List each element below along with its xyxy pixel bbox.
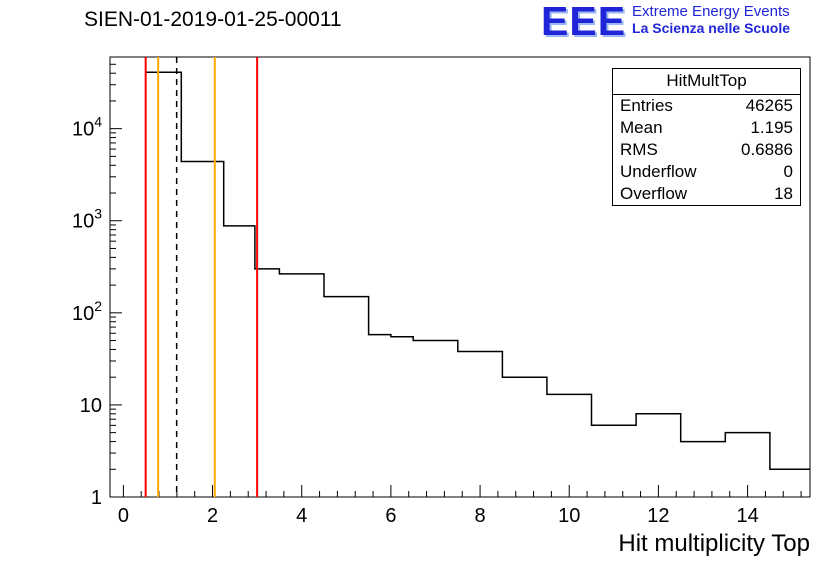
x-tick-label: 6 bbox=[385, 505, 396, 527]
y-tick-label: 103 bbox=[72, 206, 102, 233]
y-tick-label: 10 bbox=[80, 395, 102, 417]
stats-label: Overflow bbox=[620, 184, 688, 203]
x-axis-label: Hit multiplicity Top bbox=[618, 530, 810, 557]
eee-logo-text: Extreme Energy Events La Scienza nelle S… bbox=[632, 0, 790, 36]
x-tick-label: 2 bbox=[207, 505, 218, 527]
stats-label: Entries bbox=[620, 96, 673, 115]
x-tick-label: 4 bbox=[296, 505, 307, 527]
plot-title: SIEN-01-2019-01-25-00011 bbox=[84, 8, 342, 31]
x-tick-label: 0 bbox=[118, 505, 129, 527]
x-tick-label: 14 bbox=[736, 505, 758, 527]
histogram-step-line bbox=[144, 71, 810, 497]
stats-row-entries: Entries 46265 bbox=[613, 95, 800, 117]
y-tick-label: 1 bbox=[91, 487, 102, 509]
stats-value: 18 bbox=[774, 184, 793, 203]
x-tick-label: 10 bbox=[558, 505, 580, 527]
stats-value: 0.6886 bbox=[741, 140, 793, 159]
stats-value: 46265 bbox=[745, 96, 793, 115]
stats-label: Mean bbox=[620, 118, 663, 137]
stats-row-overflow: Overflow 18 bbox=[613, 183, 800, 205]
y-tick-label: 104 bbox=[72, 114, 102, 141]
eee-logo-icon: EEE bbox=[541, 0, 627, 44]
stats-box-title: HitMultTop bbox=[613, 69, 800, 95]
eee-logo-line2: La Scienza nelle Scuole bbox=[632, 20, 790, 36]
x-tick-label: 12 bbox=[647, 505, 669, 527]
stats-label: Underflow bbox=[620, 162, 697, 181]
stats-value: 0 bbox=[783, 162, 793, 181]
stats-label: RMS bbox=[620, 140, 658, 159]
stats-row-underflow: Underflow 0 bbox=[613, 161, 800, 183]
plot-frame bbox=[109, 56, 811, 498]
x-tick-label: 8 bbox=[475, 505, 486, 527]
stats-row-rms: RMS 0.6886 bbox=[613, 139, 800, 161]
stats-box: HitMultTop Entries 46265 Mean 1.195 RMS … bbox=[612, 68, 801, 206]
y-tick-label: 102 bbox=[72, 298, 102, 325]
stats-row-mean: Mean 1.195 bbox=[613, 117, 800, 139]
eee-logo: EEE Extreme Energy Events La Scienza nel… bbox=[541, 0, 790, 42]
stats-value: 1.195 bbox=[750, 118, 793, 137]
eee-logo-line1: Extreme Energy Events bbox=[632, 3, 790, 20]
